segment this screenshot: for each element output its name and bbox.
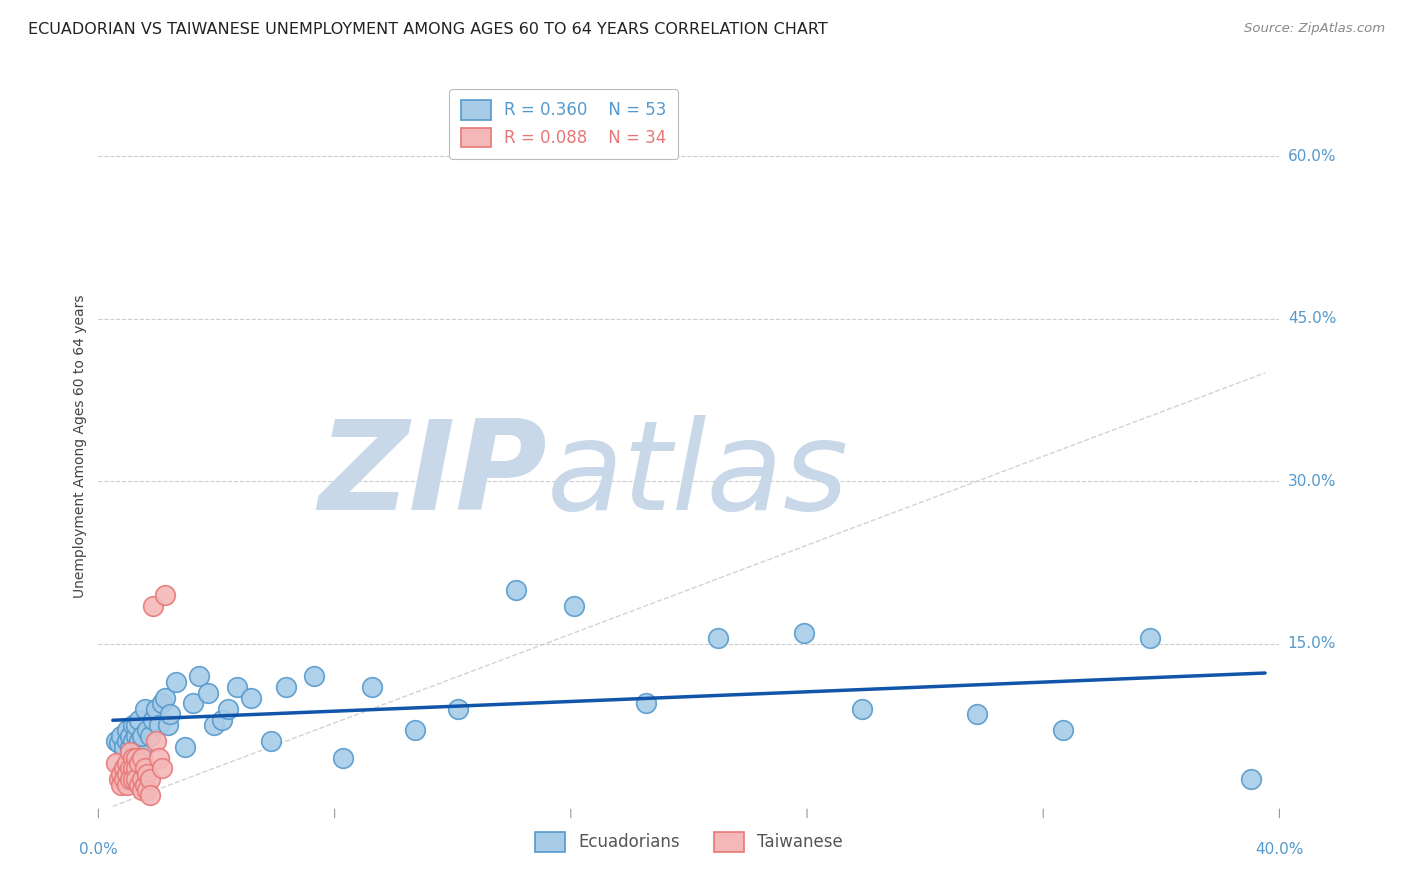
Point xyxy=(150,697,173,711)
Point xyxy=(115,766,138,780)
Point xyxy=(173,739,195,754)
Text: 30.0%: 30.0% xyxy=(1288,474,1336,489)
Point xyxy=(211,713,233,727)
Text: ZIP: ZIP xyxy=(319,415,547,536)
Point xyxy=(136,723,159,738)
Point xyxy=(120,761,142,775)
Point xyxy=(793,626,815,640)
Point xyxy=(110,778,132,792)
Text: ECUADORIAN VS TAIWANESE UNEMPLOYMENT AMONG AGES 60 TO 64 YEARS CORRELATION CHART: ECUADORIAN VS TAIWANESE UNEMPLOYMENT AMO… xyxy=(28,22,828,37)
Point xyxy=(128,778,150,792)
Point xyxy=(217,702,239,716)
Text: atlas: atlas xyxy=(547,415,849,536)
Point xyxy=(120,772,142,787)
Point xyxy=(145,702,167,716)
Point xyxy=(122,718,145,732)
Point xyxy=(125,761,148,775)
Point xyxy=(120,739,142,754)
Point xyxy=(120,745,142,759)
Point xyxy=(122,734,145,748)
Point xyxy=(183,697,205,711)
Point xyxy=(148,718,170,732)
Text: 0.0%: 0.0% xyxy=(79,842,118,857)
Point xyxy=(131,729,153,743)
Point xyxy=(112,772,135,787)
Point xyxy=(122,750,145,764)
Text: 15.0%: 15.0% xyxy=(1288,636,1336,651)
Point xyxy=(139,772,162,787)
Point xyxy=(332,750,354,764)
Point xyxy=(115,734,138,748)
Point xyxy=(112,739,135,754)
Point xyxy=(115,778,138,792)
Point xyxy=(107,736,129,750)
Point xyxy=(159,707,181,722)
Point xyxy=(197,685,219,699)
Point xyxy=(156,718,179,732)
Point xyxy=(1240,772,1263,787)
Point xyxy=(304,669,326,683)
Point xyxy=(122,761,145,775)
Point xyxy=(153,690,176,705)
Point xyxy=(107,772,129,787)
Point xyxy=(274,680,297,694)
Point xyxy=(562,599,585,613)
Text: 40.0%: 40.0% xyxy=(1256,842,1303,857)
Y-axis label: Unemployment Among Ages 60 to 64 years: Unemployment Among Ages 60 to 64 years xyxy=(73,294,87,598)
Point xyxy=(505,582,527,597)
Point xyxy=(148,750,170,764)
Point xyxy=(153,588,176,602)
Point xyxy=(125,718,148,732)
Point xyxy=(142,599,165,613)
Point xyxy=(634,697,657,711)
Point xyxy=(202,718,225,732)
Point xyxy=(131,783,153,797)
Point xyxy=(225,680,247,694)
Point xyxy=(125,729,148,743)
Point xyxy=(115,756,138,770)
Point xyxy=(110,766,132,780)
Point xyxy=(145,734,167,748)
Point xyxy=(128,756,150,770)
Point xyxy=(120,729,142,743)
Point xyxy=(128,734,150,748)
Point xyxy=(165,674,187,689)
Point xyxy=(240,690,263,705)
Point xyxy=(134,761,156,775)
Point xyxy=(966,707,988,722)
Point xyxy=(104,756,127,770)
Point xyxy=(142,713,165,727)
Point xyxy=(361,680,384,694)
Point xyxy=(131,750,153,764)
Point xyxy=(139,729,162,743)
Point xyxy=(134,702,156,716)
Point xyxy=(134,778,156,792)
Point xyxy=(1139,632,1161,646)
Point xyxy=(706,632,728,646)
Point xyxy=(188,669,211,683)
Point xyxy=(125,772,148,787)
Point xyxy=(150,761,173,775)
Legend: Ecuadorians, Taiwanese: Ecuadorians, Taiwanese xyxy=(529,826,849,858)
Point xyxy=(404,723,426,738)
Point xyxy=(122,772,145,787)
Point xyxy=(115,723,138,738)
Point xyxy=(136,766,159,780)
Point xyxy=(131,739,153,754)
Text: 60.0%: 60.0% xyxy=(1288,149,1336,163)
Point xyxy=(128,713,150,727)
Point xyxy=(112,761,135,775)
Point xyxy=(104,734,127,748)
Point xyxy=(447,702,470,716)
Point xyxy=(125,750,148,764)
Point xyxy=(131,772,153,787)
Point xyxy=(260,734,283,748)
Point xyxy=(110,729,132,743)
Point xyxy=(851,702,873,716)
Point xyxy=(1052,723,1074,738)
Text: Source: ZipAtlas.com: Source: ZipAtlas.com xyxy=(1244,22,1385,36)
Point xyxy=(136,783,159,797)
Text: 45.0%: 45.0% xyxy=(1288,311,1336,326)
Point xyxy=(139,789,162,803)
